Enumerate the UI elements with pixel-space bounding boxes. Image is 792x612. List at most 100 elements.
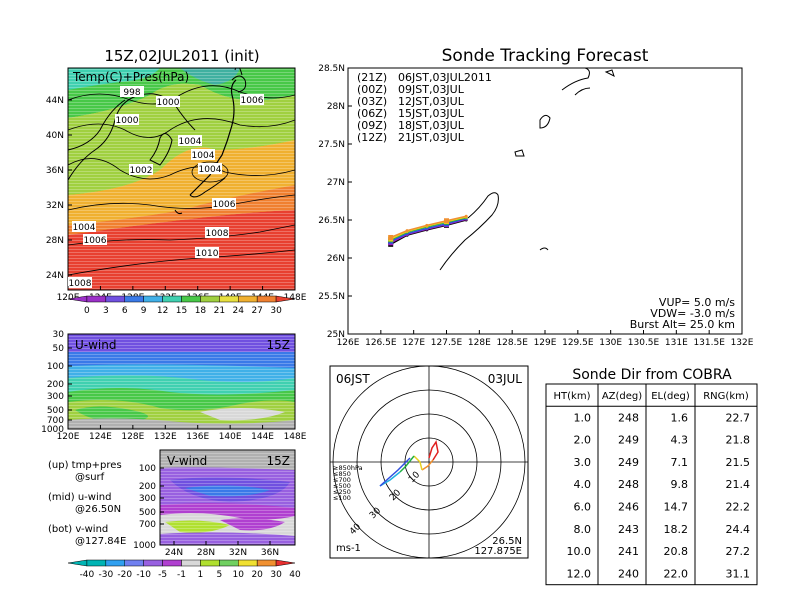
colorbar-cell bbox=[105, 295, 126, 303]
cobra-table: HT(km) AZ(deg) EL(deg) RNG(km) 1.0 248 1.6 22.7… bbox=[545, 383, 758, 586]
launch-utc-tag: (03Z) bbox=[357, 95, 387, 108]
isobar-label-bg bbox=[156, 96, 180, 107]
colorbar-label: 6 bbox=[122, 306, 128, 316]
param-vdw: VDW= -3.0 m/s bbox=[650, 307, 735, 320]
table-cell: 243 bbox=[618, 523, 639, 536]
table-row: 8.0 243 18.2 24.4 bbox=[574, 523, 751, 536]
track-point bbox=[444, 218, 449, 224]
colorbar-cell bbox=[219, 559, 239, 567]
launch-jst-time: 15JST,03JUL bbox=[398, 107, 465, 120]
lat-tick-label: 28N bbox=[46, 236, 64, 246]
colorbar-cell bbox=[256, 559, 277, 567]
v-wind-pressure-ticks: 100 200 300 500 700 1000 bbox=[133, 464, 164, 551]
pressure-tick-label: 1000 bbox=[41, 425, 64, 435]
lon-tick-label: 129.5E bbox=[562, 338, 594, 348]
colorbar-cell bbox=[162, 295, 182, 303]
polar-level-legend: ≥850hPa≤850≤700≤500≤250≤100 bbox=[333, 464, 363, 502]
colorbar-label: -10 bbox=[136, 570, 151, 580]
colorbar-cell bbox=[86, 295, 107, 303]
isobar-label: 1008 bbox=[69, 279, 92, 289]
lat-tick-label: 26N bbox=[327, 254, 345, 264]
launch-legend-entry: (21Z) 06JST,03JUL2011 bbox=[357, 71, 492, 84]
table-cell: 4.3 bbox=[671, 434, 689, 447]
launch-legend-entry: (09Z) 18JST,03JUL bbox=[357, 119, 465, 132]
table-cell: 246 bbox=[618, 501, 639, 514]
launch-utc-tag: (00Z) bbox=[357, 83, 387, 96]
launch-jst-time: 09JST,03JUL bbox=[398, 83, 465, 96]
lon-tick-label: 120E bbox=[57, 293, 80, 303]
pressure-tick-label: 50 bbox=[53, 344, 65, 354]
param-vup: VUP= 5.0 m/s bbox=[659, 296, 735, 309]
pressure-tick-label: 200 bbox=[139, 482, 156, 492]
table-header-cell: HT(km) bbox=[554, 391, 591, 402]
level-legend-entry: ≤500 bbox=[333, 482, 351, 490]
isobar-label: 1006 bbox=[213, 200, 236, 210]
legend-up-level: @surf bbox=[75, 472, 105, 483]
colorbar-label: 27 bbox=[251, 306, 262, 316]
colorbar-label: -40 bbox=[80, 570, 95, 580]
colorbar-cell bbox=[200, 559, 220, 567]
table-header-cell: AZ(deg) bbox=[602, 391, 642, 402]
lat-tick-label: 32N bbox=[229, 548, 247, 558]
track-title: Sonde Tracking Forecast bbox=[442, 46, 649, 66]
isobar-label-bg bbox=[68, 277, 92, 288]
colorbar-label: 40 bbox=[289, 570, 301, 580]
colorbar-cell bbox=[200, 295, 220, 303]
isobar-label-bg bbox=[83, 234, 107, 245]
isobar-labels: 998 1000 1006 1000 1004 1002 1004 1004 1006 1004 1… bbox=[68, 86, 264, 289]
colorbar-label: 12 bbox=[157, 306, 168, 316]
lon-tick-label: 127.5E bbox=[431, 338, 463, 348]
pressure-tick-label: 700 bbox=[139, 520, 156, 530]
table-cell: 22.7 bbox=[726, 411, 751, 424]
lon-tick-label: 131.5E bbox=[693, 338, 725, 348]
colorbar-end bbox=[275, 295, 296, 303]
track-point bbox=[425, 223, 429, 227]
launch-jst-time: 06JST,03JUL2011 bbox=[398, 71, 492, 84]
v-wind-field bbox=[160, 450, 295, 545]
table-row: 12.0 240 22.0 31.1 bbox=[567, 567, 751, 580]
colorbar-label: -20 bbox=[117, 570, 132, 580]
lon-tick-label: 132E bbox=[731, 338, 754, 348]
colorbar-cell bbox=[143, 295, 163, 303]
temperature-colorbar: 0 3 6 9 12 15 18 21 24 27 30 bbox=[67, 295, 296, 316]
colorbar-label: 30 bbox=[270, 570, 282, 580]
polar-unit: ms-1 bbox=[336, 543, 361, 554]
isobar-label: 1004 bbox=[73, 223, 96, 233]
colorbar-cell bbox=[124, 295, 144, 303]
polar-lon: 127.875E bbox=[474, 546, 522, 557]
isobar-label: 1000 bbox=[116, 116, 139, 126]
polar-date: 03JUL bbox=[488, 372, 523, 386]
isobar-label-bg bbox=[212, 198, 236, 209]
table-row: 6.0 246 14.7 22.2 bbox=[574, 501, 751, 514]
table-row: 2.0 249 4.3 21.8 bbox=[574, 434, 751, 447]
isobar-label-bg bbox=[120, 86, 144, 97]
launch-utc-tag: (12Z) bbox=[357, 131, 387, 144]
launch-legend-entry: (00Z) 09JST,03JUL bbox=[357, 83, 465, 96]
track-lon-ticks: 126E 126.5E 127E 127.5E 128E 128.5E 129E 129.5E… bbox=[337, 330, 754, 348]
u-wind-field bbox=[68, 334, 295, 429]
colorbar-cell bbox=[238, 295, 258, 303]
table-cell: 9.8 bbox=[671, 478, 689, 491]
colorbar-cell bbox=[124, 559, 144, 567]
table-cell: 1.0 bbox=[574, 411, 592, 424]
table-cell: 249 bbox=[618, 434, 639, 447]
pressure-tick-label: 100 bbox=[47, 362, 64, 372]
table-cell: 20.8 bbox=[664, 545, 689, 558]
legend-bot-level: @127.84E bbox=[75, 536, 126, 547]
lon-tick-label: 136E bbox=[186, 432, 209, 442]
lat-tick-label: 24N bbox=[165, 548, 183, 558]
colorbar-label: -30 bbox=[98, 570, 113, 580]
lon-tick-label: 129E bbox=[534, 338, 557, 348]
table-cell: 22.0 bbox=[664, 567, 689, 580]
colorbar-label: 18 bbox=[195, 306, 207, 316]
colorbar-label: -1 bbox=[177, 570, 186, 580]
launch-jst-time: 12JST,03JUL bbox=[398, 95, 465, 108]
isobar-label: 1006 bbox=[84, 236, 107, 246]
isobar-label: 1002 bbox=[130, 166, 153, 176]
table-cell: 27.2 bbox=[726, 545, 751, 558]
lat-tick-label: 36N bbox=[261, 548, 279, 558]
launch-legend-entry: (03Z) 12JST,03JUL bbox=[357, 95, 465, 108]
table-cell: 21.8 bbox=[726, 434, 751, 447]
